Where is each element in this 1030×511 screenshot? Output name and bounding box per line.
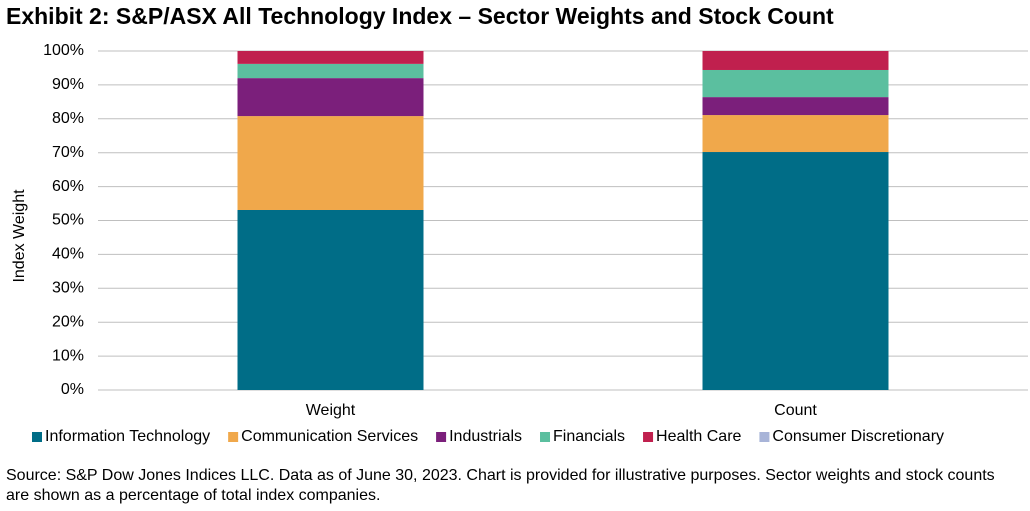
bar-segment xyxy=(237,78,424,117)
y-tick-label: 50% xyxy=(52,212,84,229)
legend-label: Industrials xyxy=(449,428,522,445)
y-tick-label: 60% xyxy=(52,178,84,195)
legend-label: Information Technology xyxy=(45,428,210,445)
x-tick-label: Weight xyxy=(306,402,356,419)
chart: Exhibit 2: S&P/ASX All Technology Index … xyxy=(6,3,1028,445)
source-note: Source: S&P Dow Jones Indices LLC. Data … xyxy=(6,467,995,504)
y-tick-label: 100% xyxy=(43,42,84,59)
bar-segment xyxy=(702,51,889,70)
legend-label: Health Care xyxy=(656,428,741,445)
bar-segment xyxy=(237,209,424,390)
y-tick-label: 70% xyxy=(52,144,84,161)
legend-swatch xyxy=(228,432,239,442)
y-tick-label: 10% xyxy=(52,347,84,364)
legend-label: Consumer Discretionary xyxy=(772,428,944,445)
y-tick-label: 20% xyxy=(52,313,84,330)
y-axis-label: Index Weight xyxy=(11,189,28,283)
x-tick-label: Count xyxy=(774,402,817,419)
legend-label: Financials xyxy=(553,428,625,445)
y-tick-label: 90% xyxy=(52,76,84,93)
legend-swatch xyxy=(540,432,551,442)
bar-segment xyxy=(237,51,424,64)
legend-swatch xyxy=(436,432,447,442)
legend-swatch xyxy=(643,432,654,442)
bar-segment xyxy=(702,115,889,153)
legend-swatch xyxy=(32,432,42,442)
chart-title: Exhibit 2: S&P/ASX All Technology Index … xyxy=(6,3,834,29)
legend-swatch xyxy=(759,432,770,442)
bar-segment xyxy=(702,97,889,116)
y-tick-label: 30% xyxy=(52,280,84,297)
y-tick-label: 0% xyxy=(61,381,84,398)
bar-segment xyxy=(237,63,424,79)
bar-segment xyxy=(702,152,889,390)
y-tick-label: 40% xyxy=(52,246,84,263)
bar-segment xyxy=(702,69,889,98)
y-tick-label: 80% xyxy=(52,110,84,127)
legend-label: Communication Services xyxy=(241,428,418,445)
bar-segment xyxy=(237,116,424,210)
